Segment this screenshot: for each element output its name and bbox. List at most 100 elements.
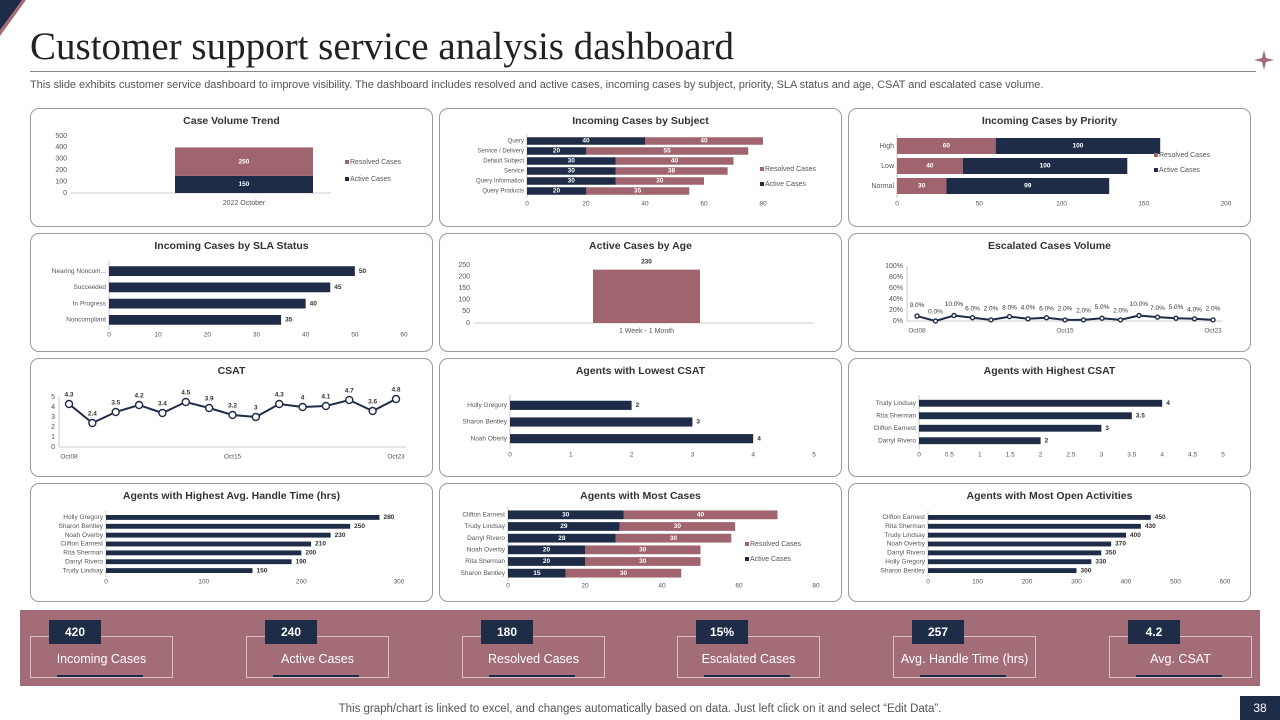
x-tick-label: 200 (1022, 579, 1033, 586)
data-point (988, 317, 994, 323)
bar (623, 510, 778, 520)
data-point (951, 312, 957, 319)
data-label: 38 (668, 168, 676, 175)
x-tick-label: 0 (107, 332, 111, 339)
category-label: Trudy Lindsay (884, 532, 925, 539)
data-point (1006, 313, 1013, 320)
chart-title: Incoming Cases by SLA Status (154, 240, 309, 252)
data-label: 40 (310, 300, 318, 307)
data-point (134, 400, 144, 410)
data-label: 30 (670, 535, 678, 542)
category-label: Succeeded (73, 284, 106, 291)
data-point (368, 406, 377, 416)
legend-swatch (760, 182, 764, 186)
chart-title: Agents with Most Cases (580, 490, 701, 502)
bar (897, 178, 947, 194)
chart-title: Escalated Cases Volume (988, 240, 1111, 252)
kpi-value: 257 (912, 620, 964, 644)
category-label: Darryl Rivero (887, 550, 925, 557)
x-tick-label: 100 (1056, 201, 1067, 208)
data-label: 40 (700, 138, 708, 145)
data-label: 45 (334, 284, 342, 291)
bar (962, 158, 1128, 174)
data-label: 7.0% (1150, 305, 1165, 312)
data-label: 35 (285, 317, 293, 324)
category-label: Sharon Bentley (881, 567, 926, 574)
data-label: 150 (257, 567, 268, 574)
bar (527, 167, 616, 175)
data-label: 250 (239, 158, 250, 165)
y-tick-label: 100 (458, 297, 470, 304)
x-tick-label: 40 (658, 583, 666, 590)
data-label: 10.0% (945, 301, 964, 308)
x-tick-label: 200 (296, 579, 307, 586)
data-label: 10.0% (1130, 301, 1149, 308)
x-tick-label: Oct15 (1056, 328, 1074, 335)
legend-label: Active Cases (765, 181, 806, 188)
bar (106, 568, 253, 574)
data-label: 40 (582, 138, 590, 145)
data-label: 30 (656, 178, 664, 185)
data-point (1062, 317, 1068, 323)
bar (615, 157, 734, 165)
x-tick-label: 200 (1221, 201, 1232, 208)
data-label: 6.0% (1039, 305, 1054, 312)
data-label: 2.0% (984, 306, 999, 313)
data-point (298, 402, 307, 412)
bar (508, 557, 585, 566)
data-label: 6.0% (965, 305, 980, 312)
kpi-value: 180 (481, 620, 533, 644)
kpi-value: 15% (696, 620, 748, 644)
x-tick-label: 4.5 (1188, 452, 1197, 459)
data-label: 3 (254, 405, 258, 412)
x-tick-label: 100 (198, 579, 209, 586)
x-tick-label: Oct23 (387, 454, 405, 461)
data-label: 190 (296, 558, 307, 565)
data-point (158, 408, 167, 418)
bar (586, 147, 749, 155)
bar (510, 417, 693, 427)
x-tick-label: 50 (976, 201, 984, 208)
x-tick-label: 2.5 (1066, 452, 1075, 459)
chart-svg: 0 50 100 150 200 High 60 100 Low 40 100 Normal 30 99 R… (871, 134, 1232, 208)
data-label: 2.0% (1058, 306, 1073, 313)
x-tick-label: 0 (508, 452, 512, 459)
bar (106, 559, 292, 565)
chart-title: Incoming Cases by Priority (981, 115, 1118, 127)
data-label: 300 (1081, 567, 1092, 574)
data-label: 4 (1166, 400, 1170, 407)
legend-swatch (1154, 168, 1158, 172)
x-tick-label: 80 (759, 201, 767, 208)
data-label: 3 (1105, 425, 1109, 432)
kpi-value: 4.2 (1128, 620, 1180, 644)
category-label: Trudy Lindsay (875, 400, 916, 407)
data-label: 40 (926, 163, 934, 170)
kpi-underline (1136, 675, 1222, 677)
bar (928, 541, 1112, 547)
data-label: 0.0% (928, 309, 943, 316)
x-tick-label: 0 (104, 579, 108, 586)
chart-svg: 0%20%40%60%80%100%9.0%0.0%10.0%6.0% 2.0% 8… (885, 263, 1223, 335)
data-label: 350 (1105, 550, 1116, 557)
chart-svg: 0 100 200 300 400 500 150 250 2022 October Resolv… (55, 133, 401, 207)
data-label: 8.0% (1002, 304, 1017, 311)
y-tick-label: 20% (889, 307, 903, 314)
y-tick-label: 4 (51, 404, 55, 411)
bar (527, 187, 586, 195)
chart-svg: 0 20 40 60 80 Clifton Earnest 30 40 Trudy Lindsa… (461, 507, 820, 590)
data-label: 30 (620, 570, 628, 577)
data-label: 30 (918, 183, 926, 190)
bar (919, 412, 1132, 420)
y-tick-label: 60% (889, 285, 903, 292)
data-label: 20 (543, 558, 551, 565)
bar (508, 522, 620, 531)
data-label: 9.0% (910, 302, 925, 309)
kpi-band (20, 610, 1260, 686)
kpi-label: Avg. Handle Time (hrs) (900, 652, 1029, 666)
chart-title: Agents with Most Open Activities (966, 490, 1133, 502)
category-label: Holly Gregory (885, 558, 925, 565)
kpi-label: Resolved Cases (487, 652, 579, 666)
data-point (1043, 314, 1050, 321)
kpi-active-cases: Active Cases (246, 636, 389, 678)
legend-swatch (1154, 153, 1158, 157)
